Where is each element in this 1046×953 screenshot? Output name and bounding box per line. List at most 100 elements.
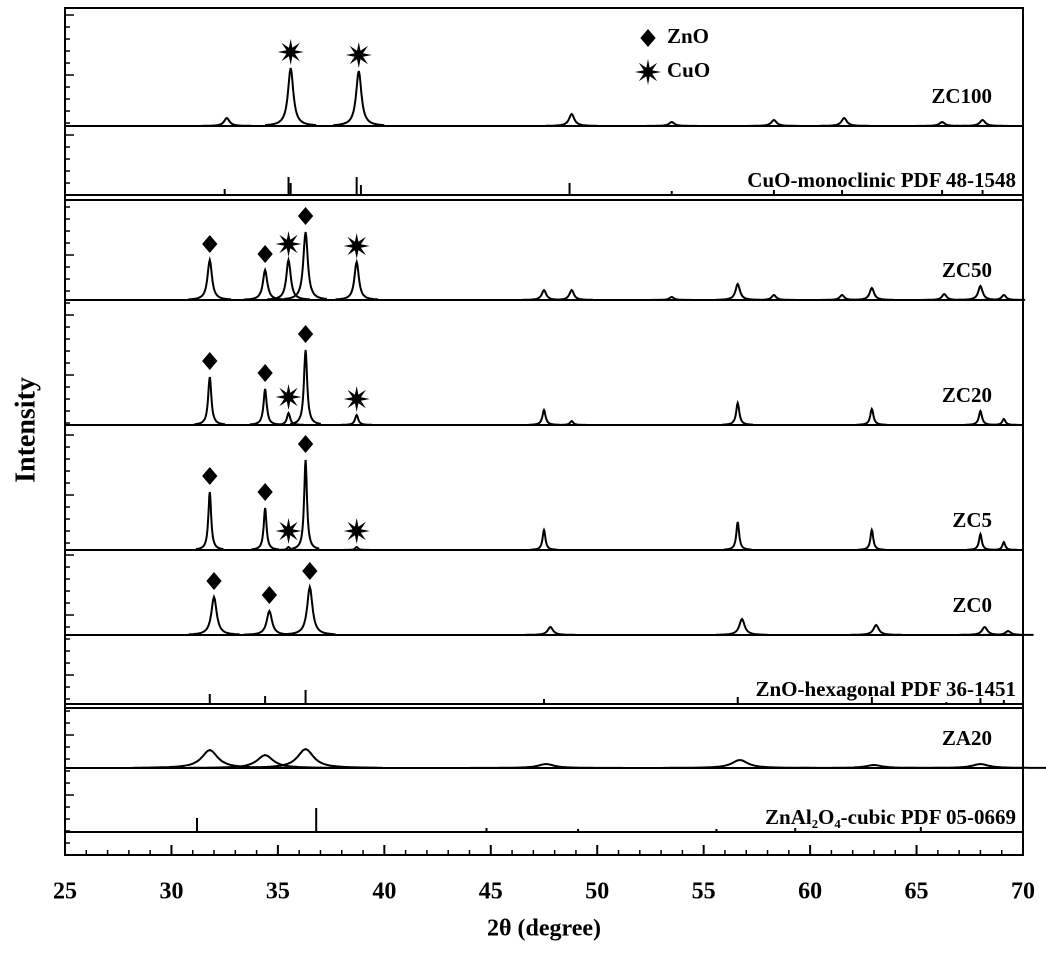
- phase-marker: [275, 518, 302, 544]
- diffraction-peak: [188, 753, 342, 769]
- phase-marker: [257, 245, 273, 263]
- x-tick-label: 30: [159, 879, 183, 905]
- diffraction-peak: [663, 758, 817, 769]
- diffraction-peak: [267, 256, 310, 301]
- diffraction-peak: [650, 295, 693, 301]
- phase-marker: [202, 352, 218, 370]
- diffraction-peak: [722, 399, 754, 426]
- diffraction-peak: [550, 288, 593, 301]
- x-axis-label: 2θ (degree): [487, 916, 601, 942]
- y-axis-label: Intensity: [10, 377, 41, 483]
- x-tick-label: 25: [53, 879, 77, 905]
- phase-marker: [302, 562, 318, 580]
- diffraction-peak: [982, 629, 1034, 636]
- diffraction-peak: [528, 407, 560, 426]
- diffraction-peak: [524, 625, 576, 636]
- diffraction-peak: [133, 748, 287, 769]
- diffraction-peak: [716, 282, 760, 301]
- legend-symbol: [635, 59, 661, 85]
- x-tick-label: 60: [798, 879, 822, 905]
- diffraction-peak: [530, 527, 558, 551]
- diffraction-peak: [194, 376, 226, 426]
- trace-label: ZC100: [931, 84, 992, 108]
- diffraction-peak: [284, 583, 336, 636]
- trace-label: ZnO-hexagonal PDF 36-1451: [755, 677, 1016, 701]
- diffraction-peak: [748, 118, 800, 127]
- x-tick-label: 45: [479, 879, 503, 905]
- diffraction-peak: [990, 540, 1018, 551]
- diffraction-peak: [469, 762, 623, 769]
- trace-label: ZA20: [942, 726, 992, 750]
- diffraction-peak: [195, 491, 224, 551]
- trace-label: ZC50: [942, 258, 992, 282]
- diffraction-peak: [273, 411, 304, 426]
- diffraction-peak: [264, 67, 317, 127]
- phase-marker: [257, 483, 273, 501]
- diffraction-peak: [959, 284, 1002, 301]
- x-tick-label: 35: [266, 879, 290, 905]
- diffraction-peak: [966, 531, 995, 551]
- diffraction-peak: [856, 406, 888, 426]
- diffraction-peak: [335, 258, 378, 301]
- diffraction-peak: [188, 593, 240, 636]
- diffraction-peak: [850, 286, 894, 301]
- legend-label: ZnO: [667, 24, 709, 48]
- diffraction-peak: [922, 292, 966, 301]
- diffraction-peak: [188, 256, 232, 301]
- phase-marker: [345, 42, 372, 68]
- diffraction-peak: [290, 349, 321, 425]
- diffraction-peak: [243, 266, 287, 301]
- legend-label: CuO: [667, 58, 710, 82]
- trace-label: ZC5: [952, 508, 992, 532]
- x-tick-label: 55: [692, 879, 716, 905]
- diffraction-peak: [556, 419, 587, 426]
- phase-marker: [277, 39, 304, 65]
- phase-marker: [206, 572, 222, 590]
- diffraction-peak: [522, 288, 566, 301]
- phase-marker: [343, 233, 370, 259]
- trace-label: ZC20: [942, 383, 992, 407]
- diffraction-peak: [343, 545, 371, 551]
- phase-marker: [202, 467, 218, 485]
- phase-marker: [297, 435, 314, 453]
- diffraction-peak: [284, 231, 328, 300]
- diffraction-peak: [341, 413, 372, 426]
- diffraction-peak: [201, 116, 253, 127]
- diffraction-peak: [957, 118, 1009, 127]
- diffraction-peak: [546, 112, 598, 127]
- trace-label: CuO-monoclinic PDF 48-1548: [747, 168, 1016, 192]
- diffraction-peak: [274, 545, 303, 551]
- phase-marker: [297, 207, 314, 225]
- diffraction-peak: [291, 459, 320, 550]
- phase-marker: [261, 586, 278, 604]
- x-tick-label: 40: [372, 879, 396, 905]
- diffraction-peak: [716, 617, 768, 636]
- diffraction-peak: [249, 388, 281, 426]
- legend-symbol: [640, 29, 656, 47]
- phase-marker: [343, 386, 370, 412]
- phase-marker: [275, 231, 302, 257]
- diffraction-peak: [752, 293, 796, 301]
- phase-marker: [297, 325, 314, 343]
- phase-marker: [257, 364, 273, 382]
- diffraction-peak: [333, 70, 385, 127]
- trace-label: ZnAl₂O₄-cubic PDF 05-0669: [765, 805, 1016, 829]
- diffraction-peak: [723, 521, 752, 551]
- diffraction-peak: [982, 293, 1026, 301]
- phase-marker: [275, 384, 302, 410]
- diffraction-peak: [243, 608, 295, 636]
- diffraction-peak: [965, 408, 996, 426]
- diffraction-peak: [988, 417, 1020, 426]
- x-tick-label: 65: [905, 879, 929, 905]
- plot-frame: [64, 7, 1024, 856]
- x-tick-label: 50: [585, 879, 609, 905]
- diffraction-peak: [251, 507, 279, 551]
- diffraction-peak: [818, 116, 870, 127]
- diffraction-peak: [850, 623, 902, 636]
- diffraction-peak: [646, 120, 698, 127]
- x-tick-label: 70: [1011, 879, 1035, 905]
- trace-label: ZC0: [952, 593, 992, 617]
- phase-marker: [343, 518, 370, 544]
